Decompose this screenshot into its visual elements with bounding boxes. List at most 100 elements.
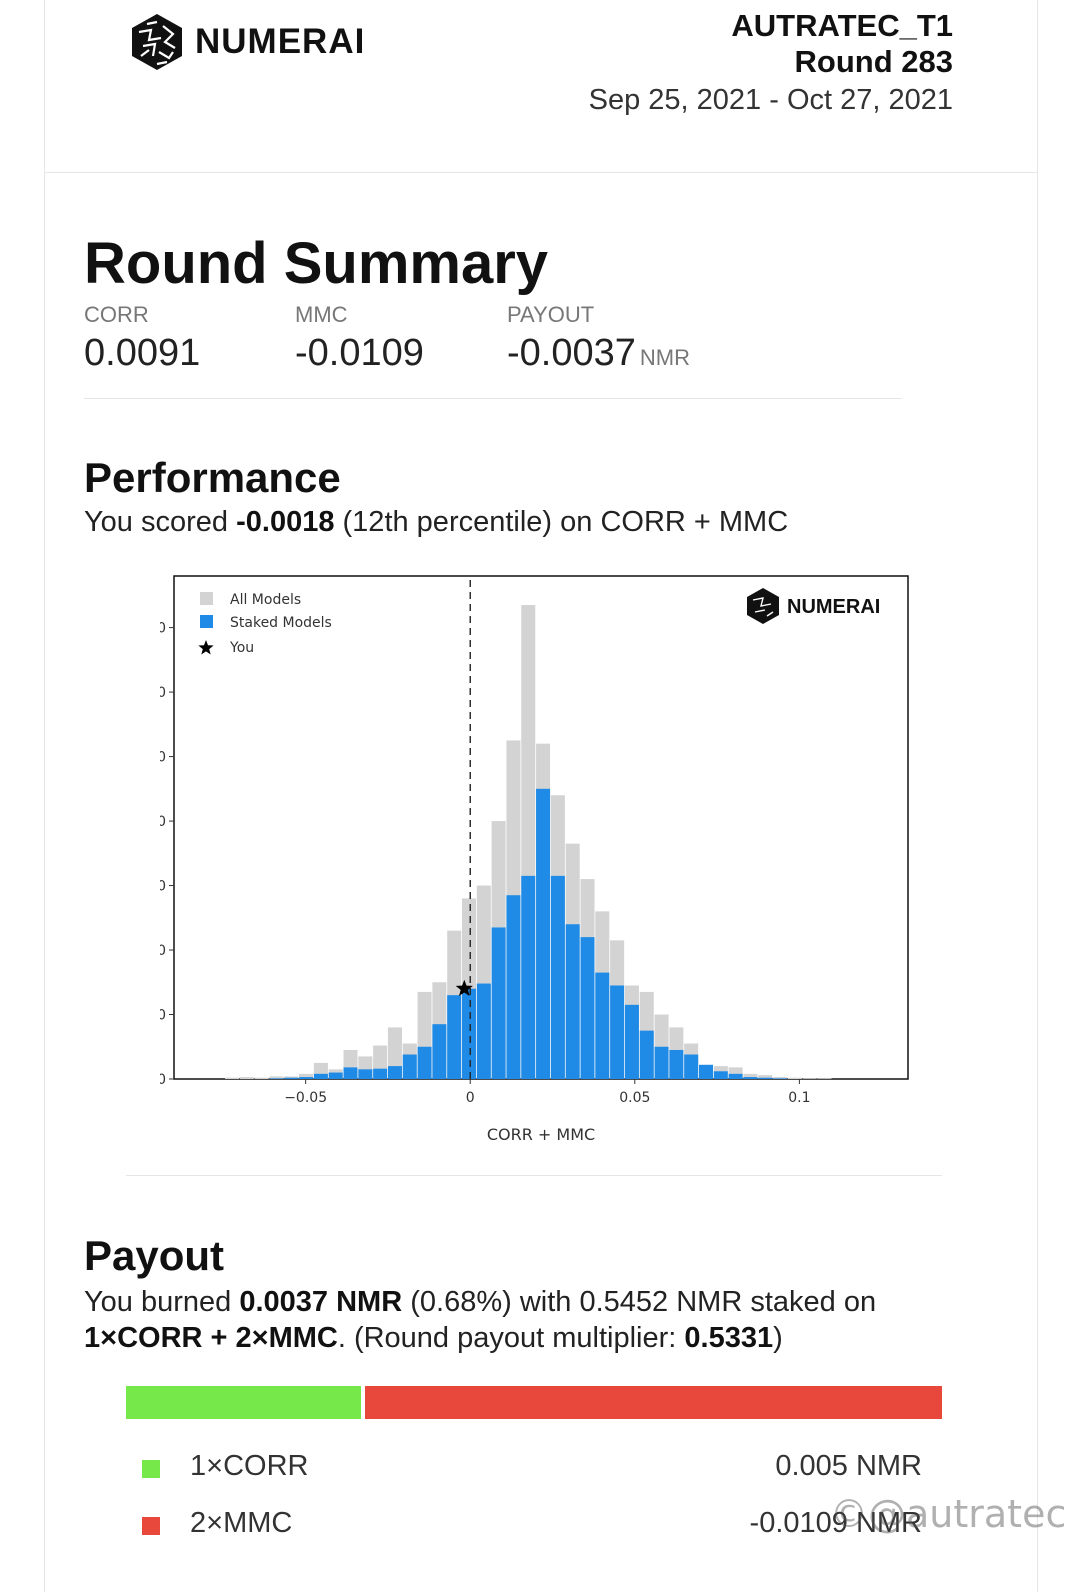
legend-you-star-icon (198, 640, 214, 655)
burned-amount: 0.0037 NMR (239, 1286, 403, 1318)
y-tick-label: 500 (160, 750, 166, 766)
y-tick-label: 100 (160, 1008, 166, 1024)
bar-staked-models (373, 1068, 388, 1079)
legend-swatch (200, 615, 213, 628)
bar-staked-models (743, 1077, 758, 1079)
legend-value: 0.005 NMR (775, 1450, 922, 1482)
bar-all-models (239, 1077, 254, 1079)
bar-staked-models (536, 788, 551, 1079)
bar-all-models (728, 1067, 743, 1079)
page-frame: NUMERAI AUTRATEC_T1 Round 283 Sep 25, 20… (44, 0, 1038, 1592)
metric-mmc: MMC -0.0109 (295, 302, 424, 375)
model-name: AUTRATEC_T1 (731, 8, 953, 43)
bar-staked-models (491, 927, 506, 1079)
bar-staked-models (387, 1066, 402, 1079)
performance-text-pre: You scored (84, 506, 237, 538)
payout-text: You burned 0.0037 NMR (0.68%) with 0.545… (84, 1284, 902, 1356)
legend-label: You (229, 640, 254, 656)
bar-staked-models (610, 985, 625, 1079)
chart-logo-text: NUMERAI (787, 596, 880, 618)
metric-payout: PAYOUT -0.0037 NMR (507, 302, 690, 375)
performance-histogram: 0 100 200 300 400 500 600 700 −0.05 0 0.05 0.1 CORR … (160, 575, 909, 1144)
bar-staked-models (639, 1030, 654, 1079)
payout-text-multiplier-pre: . (Round payout multiplier: (337, 1322, 685, 1354)
bar-staked-models (328, 1072, 343, 1079)
round-dates: Sep 25, 2021 - Oct 27, 2021 (588, 84, 953, 116)
bar-all-models (773, 1077, 788, 1079)
bar-all-models (817, 1078, 832, 1079)
x-tick-label: 0 (466, 1090, 475, 1106)
payout-legend-corr: 1×CORR 0.005 NMR (140, 1450, 932, 1490)
email-header: NUMERAI AUTRATEC_T1 Round 283 Sep 25, 20… (45, 0, 1037, 173)
bar-all-models (387, 1027, 402, 1079)
bar-staked-models (432, 1024, 447, 1079)
bar-all-models (284, 1076, 299, 1079)
bar-staked-models (447, 995, 462, 1079)
x-tick-label: 0.05 (619, 1090, 650, 1106)
performance-text: You scored -0.0018 (12th percentile) on … (84, 504, 902, 540)
bar-all-models (743, 1073, 758, 1079)
bar-staked-models (521, 875, 536, 1079)
bar-staked-models (565, 924, 580, 1079)
bar-staked-models (654, 1046, 669, 1079)
round-number: Round 283 (794, 44, 953, 79)
legend-swatch (200, 592, 213, 605)
chart-logo-pattern (752, 597, 774, 617)
performance-title: Performance (84, 454, 341, 501)
round-info: AUTRATEC_T1 Round 283 Sep 25, 2021 - Oct… (589, 8, 953, 120)
performance-text-post: (12th percentile) on CORR + MMC (334, 506, 789, 538)
bar-staked-models (698, 1064, 714, 1079)
bar-staked-models (269, 1078, 284, 1079)
y-tick-label: 200 (160, 943, 166, 959)
bar-staked-models (402, 1054, 417, 1079)
metric-value: -0.0109 (295, 332, 424, 374)
corr-swatch (142, 1460, 160, 1478)
bar-all-models (254, 1077, 269, 1079)
bar-all-models (225, 1077, 240, 1079)
bar-all-models (787, 1077, 802, 1079)
bar-staked-models (713, 1071, 728, 1079)
payout-bar-mmc (364, 1386, 942, 1419)
payout-text-mid: (0.68%) with 0.5452 NMR staked on (402, 1286, 877, 1318)
summary-metrics: CORR 0.0091 MMC -0.0109 PAYOUT -0.0037 NM… (84, 302, 902, 375)
y-tick-label: 300 (160, 879, 166, 895)
bar-staked-models (550, 875, 565, 1079)
bar-staked-models (684, 1054, 699, 1079)
you-marker-star-icon (455, 979, 473, 996)
metric-value: -0.0037 NMR (507, 332, 690, 375)
legend-label: All Models (230, 592, 301, 608)
payout-title: Payout (84, 1232, 225, 1279)
bar-staked-models (358, 1069, 373, 1079)
metric-label: CORR (84, 302, 149, 327)
numerai-logo[interactable]: NUMERAI (129, 12, 365, 72)
divider (84, 398, 902, 399)
bar-staked-models (506, 895, 521, 1079)
performance-score: -0.0018 (236, 506, 335, 538)
bar-staked-models (669, 1049, 684, 1079)
metric-value: 0.0091 (84, 332, 201, 374)
payout-legend-mmc: 2×MMC -0.0109 NMR (140, 1507, 932, 1547)
bar-staked-models (728, 1073, 743, 1079)
payout-value: -0.0037 (507, 332, 636, 374)
bar-staked-models (462, 988, 477, 1079)
bar-all-models (299, 1073, 314, 1079)
metric-label: PAYOUT (507, 302, 595, 327)
x-axis-label: CORR + MMC (487, 1125, 595, 1144)
metric-label: MMC (295, 302, 348, 327)
bar-staked-models (476, 983, 491, 1079)
bar-all-models (802, 1078, 817, 1079)
bar-staked-models (284, 1077, 299, 1079)
legend-label: Staked Models (230, 615, 332, 631)
y-tick-label: 700 (160, 621, 166, 637)
bar-staked-models (595, 972, 610, 1079)
bar-staked-models (299, 1077, 314, 1079)
bar-all-models (269, 1076, 284, 1079)
legend-value: -0.0109 NMR (749, 1507, 922, 1539)
bar-staked-models (343, 1067, 358, 1079)
bar-staked-models (417, 1046, 432, 1079)
watermark: ©@autratec (830, 1492, 1067, 1536)
bar-staked-models (580, 937, 595, 1079)
logo-text: NUMERAI (195, 22, 366, 61)
y-tick-label: 400 (160, 814, 166, 830)
legend-label: 2×MMC (190, 1507, 293, 1539)
